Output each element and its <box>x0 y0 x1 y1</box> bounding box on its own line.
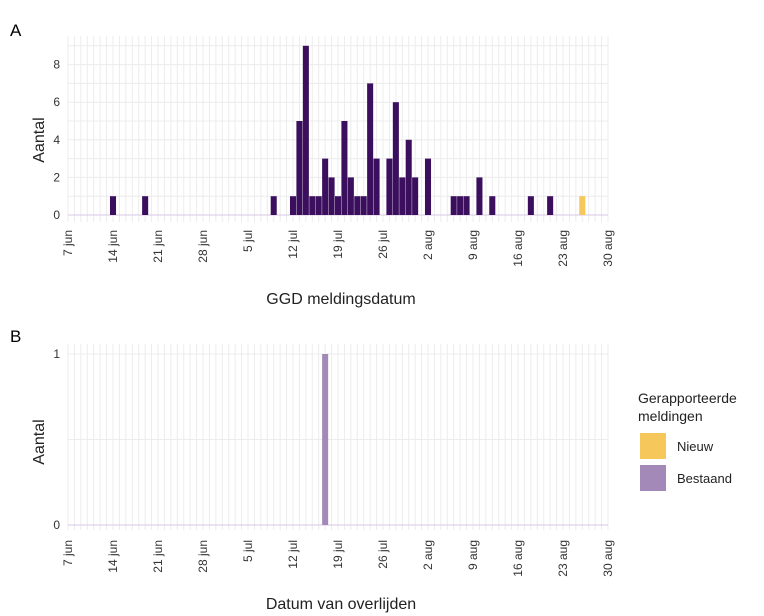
x-tick-label: 5 jul <box>241 230 255 252</box>
x-tick-label: 7 jun <box>61 540 75 566</box>
panel-a-gridlines <box>67 36 609 222</box>
bar-bestaand-2020-07-17 <box>322 158 329 215</box>
y-tick-label: 6 <box>53 95 60 109</box>
bar-bestaand-2020-07-21 <box>347 177 354 215</box>
panel-a-bars <box>109 45 586 216</box>
x-tick-label: 28 jun <box>196 540 210 573</box>
y-tick-label: 1 <box>53 347 60 361</box>
bar-bestaand-2020-07-24 <box>367 83 374 216</box>
x-tick-label: 12 jul <box>286 230 300 259</box>
bar-bestaand-2020-08-07 <box>457 196 464 215</box>
bar-bestaand-2020-07-12 <box>289 196 297 215</box>
panel-b-label: B <box>10 327 21 346</box>
bar-bestaand-2020-07-29 <box>399 177 406 215</box>
x-tick-label: 19 jul <box>331 540 345 569</box>
bar-bestaand-2020-07-13 <box>296 121 303 215</box>
bar-bestaand-2020-08-06 <box>450 196 457 215</box>
x-tick-label: 5 jul <box>241 540 255 562</box>
legend: Gerapporteerde meldingen Nieuw Bestaand <box>638 390 737 491</box>
x-tick-label: 9 aug <box>466 540 480 570</box>
panel-b-y-ticks: 01 <box>53 347 60 532</box>
panel-b: B 01 7 jun 14 jun 21 jun 28 jun 5 jul 12 jul 1… <box>10 327 615 613</box>
y-tick-label: 0 <box>53 518 60 532</box>
bar-nieuw-2020-08-26 <box>579 196 586 215</box>
panel-a-label: A <box>10 21 22 40</box>
bar-bestaand-2020-06-19 <box>142 196 149 215</box>
y-tick-label: 0 <box>53 208 60 222</box>
panel-b-x-axis-label: Datum van overlijden <box>266 596 416 613</box>
panel-a-y-axis-label: Aantal <box>31 117 48 162</box>
x-tick-label: 2 aug <box>421 230 435 260</box>
x-tick-label: 30 aug <box>601 540 615 577</box>
bar-bestaand-2020-07-28 <box>392 102 399 215</box>
bar-bestaand-2020-07-19 <box>334 196 342 215</box>
x-tick-label: 30 aug <box>601 230 615 267</box>
y-tick-label: 4 <box>53 133 60 147</box>
bar-bestaand-2020-07-22 <box>354 196 361 215</box>
panel-a-x-ticks: 7 jun 14 jun 21 jun 28 jun 5 jul 12 jul 19 jul… <box>61 230 615 267</box>
bar-bestaand-2020-08-18 <box>527 196 534 215</box>
x-tick-label: 23 aug <box>556 230 570 267</box>
bar-bestaand-2020-07-31 <box>412 177 419 215</box>
y-tick-label: 2 <box>53 170 60 184</box>
panel-b-gridlines <box>67 344 609 530</box>
y-tick-label: 8 <box>53 58 60 72</box>
x-tick-label: 7 jun <box>61 230 75 256</box>
x-tick-label: 26 jul <box>376 230 390 259</box>
panel-b-bars <box>322 354 329 525</box>
legend-title-line-1: Gerapporteerde <box>638 390 737 406</box>
bar-bestaand-2020-07-20 <box>341 121 348 215</box>
bar-bestaand-2020-08-21 <box>547 196 554 215</box>
bar-bestaand-2020-07-27 <box>386 158 393 215</box>
x-tick-label: 12 jul <box>286 540 300 569</box>
bar-bestaand-2020-08-02 <box>424 158 432 215</box>
panel-a-y-ticks: 0 2 4 6 8 <box>53 58 60 222</box>
x-tick-label: 26 jul <box>376 540 390 569</box>
legend-title-line-2: meldingen <box>638 408 703 424</box>
x-tick-label: 23 aug <box>556 540 570 577</box>
legend-label-nieuw: Nieuw <box>677 439 714 454</box>
legend-swatch-nieuw <box>640 433 666 459</box>
bar-bestaand-2020-08-10 <box>476 177 483 215</box>
bar-bestaand-2020-08-12 <box>489 196 496 215</box>
x-tick-label: 9 aug <box>466 230 480 260</box>
x-tick-label: 14 jun <box>106 230 120 263</box>
x-tick-label: 16 aug <box>511 540 525 577</box>
x-tick-label: 21 jun <box>151 540 165 573</box>
bar-bestaand-2020-07-23 <box>360 196 367 215</box>
panel-a-x-axis-label: GGD meldingsdatum <box>266 291 415 308</box>
bar-bestaand-2020-08-08 <box>463 196 470 215</box>
bar-bestaand-2020-07-30 <box>405 139 412 215</box>
bar-bestaand-2020-07-09 <box>270 196 277 215</box>
bar-bestaand-2020-07-14 <box>302 45 309 215</box>
bar-bestaand-2020-07-17 <box>322 354 329 525</box>
panel-b-y-axis-label: Aantal <box>31 419 48 464</box>
legend-label-bestaand: Bestaand <box>677 471 732 486</box>
x-tick-label: 28 jun <box>196 230 210 263</box>
x-tick-label: 2 aug <box>421 540 435 570</box>
bar-bestaand-2020-07-16 <box>315 196 322 215</box>
x-tick-label: 16 aug <box>511 230 525 267</box>
panel-a: A 0 2 4 6 8 7 jun 14 jun 21 jun 28 jun 5 jul 12 j… <box>10 21 615 308</box>
x-tick-label: 14 jun <box>106 540 120 573</box>
legend-swatch-bestaand <box>640 465 666 491</box>
bar-bestaand-2020-07-15 <box>309 196 316 215</box>
panel-b-x-ticks: 7 jun 14 jun 21 jun 28 jun 5 jul 12 jul 19 jul… <box>61 540 615 577</box>
x-tick-label: 21 jun <box>151 230 165 263</box>
bar-bestaand-2020-06-14 <box>109 196 117 215</box>
bar-bestaand-2020-07-18 <box>328 177 335 215</box>
x-tick-label: 19 jul <box>331 230 345 259</box>
bar-bestaand-2020-07-25 <box>373 158 380 215</box>
